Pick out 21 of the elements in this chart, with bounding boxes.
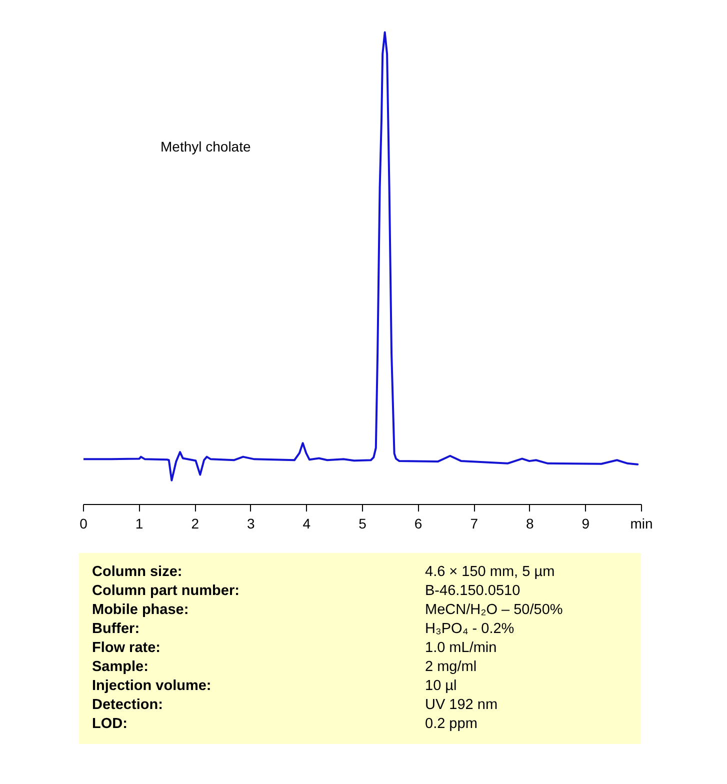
x-tick-label: 1 (135, 516, 144, 532)
text: Injection volume: 10 µl (92, 678, 457, 694)
x-tick-label: 8 (526, 516, 534, 532)
x-tick-label: 7 (470, 516, 478, 532)
x-tick-label: min (630, 516, 653, 532)
x-tick-label: 0 (80, 516, 88, 532)
text: Methyl cholate (160, 138, 251, 155)
x-tick-label: 6 (414, 516, 422, 532)
text: Sample: 2 mg/ml (92, 659, 477, 675)
x-tick-label: 4 (302, 516, 311, 532)
text: Column part number: B-46.150.0510 (92, 583, 520, 599)
x-tick-label: 3 (247, 516, 256, 532)
text: Column size: 4.6 × 150 mm, 5 µm (92, 564, 555, 580)
text: Detection: UV 192 nm (92, 697, 498, 713)
text: LOD: 0.2 ppm (92, 716, 478, 732)
text: Flow rate: 1.0 mL/min (92, 640, 497, 656)
x-tick-label: 9 (582, 516, 590, 532)
x-tick-label: 2 (191, 516, 200, 532)
text: Buffer: H₃PO₄ - 0.2% (92, 621, 514, 637)
x-tick-label: 5 (358, 516, 367, 532)
text: Mobile phase: MeCN/H₂O – 50/50% (92, 602, 563, 618)
